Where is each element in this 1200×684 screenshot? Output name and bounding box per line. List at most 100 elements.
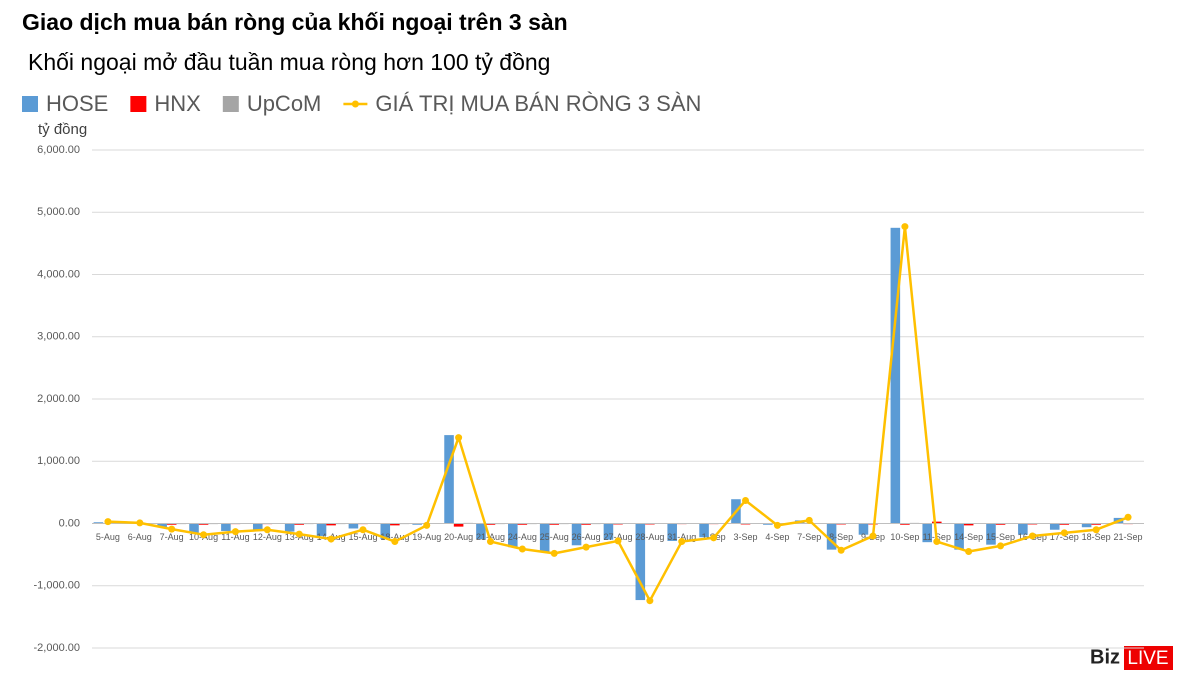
x-tick-label: 14-Sep [954,532,983,542]
line-marker [486,538,494,546]
line-marker [678,538,686,546]
x-tick-label: 7-Aug [160,532,184,542]
legend-label: HOSE [46,91,108,116]
chart-subtitle: Khối ngoại mở đầu tuần mua ròng hơn 100 … [28,49,550,75]
bar [699,523,709,538]
bar [348,523,359,529]
line-marker [1092,526,1100,534]
line-marker [742,496,750,504]
y-tick-label: 0.00 [59,517,80,529]
bar [763,523,773,525]
line [107,225,1129,602]
chart-title: Giao dịch mua bán ròng của khối ngoại tr… [22,9,568,35]
logo-box [1124,646,1173,670]
bar [412,523,422,525]
bar [1049,523,1060,530]
line-marker [391,538,399,546]
bar [157,523,167,528]
bar [517,523,528,525]
y-tick-label: 6,000.00 [37,144,80,156]
bar [252,523,263,530]
x-tick-label: 20-Aug [444,532,473,542]
line-marker [1028,532,1036,540]
y-tick-label: 4,000.00 [37,268,80,280]
x-tick-label: 21-Sep [1114,532,1143,542]
legend-swatch [351,100,359,108]
bar [189,523,199,533]
bar [1091,523,1101,525]
line-marker [104,518,112,526]
bar [380,523,391,540]
x-tick-label: 31-Aug [667,532,696,542]
line-marker [646,597,654,605]
x-tick-label: 24-Aug [508,532,537,542]
legend-swatch [22,96,38,112]
logo-right: LIVE [1127,648,1168,669]
bar [453,523,464,527]
line-marker [1060,529,1068,537]
bar [986,523,996,545]
legend-label: UpCoM [247,91,322,116]
bar [1018,523,1028,535]
x-tick-label: 15-Aug [348,532,377,542]
line-marker [997,542,1005,550]
bar [667,523,677,541]
x-tick-label: 18-Sep [1082,532,1111,542]
x-tick-label: 19-Aug [412,532,441,542]
line-marker [455,434,463,442]
bar [922,523,933,543]
bar [932,521,942,524]
x-tick-label: 11-Aug [221,532,249,542]
x-tick-label: 27-Aug [603,532,632,542]
bar [508,523,518,548]
x-tick-label: 21-Aug [476,532,505,542]
bar [858,523,869,535]
line-marker [295,530,303,538]
x-tick-label: 28-Aug [635,532,664,542]
bar [390,523,400,526]
x-tick-label: 3-Sep [733,532,757,542]
y-tick-label: 3,000.00 [37,331,80,343]
legend-swatch [222,96,239,112]
bar [93,522,104,524]
line-marker [231,528,239,536]
bar [444,435,454,524]
bar [571,523,582,546]
x-tick-label: 7-Sep [797,532,821,542]
bar [890,227,901,524]
logo: Biz LIVE [1090,646,1173,670]
y-tick-label: 1,000.00 [37,455,80,467]
bar [485,523,496,525]
line-marker [614,537,622,545]
line-marker [136,519,144,527]
bar [1059,523,1070,525]
line-marker [901,223,909,231]
x-tick-label: 4-Sep [765,532,789,542]
line-marker [168,525,176,533]
legend-label: GIÁ TRỊ MUA BÁN RÒNG 3 SÀN [375,91,701,116]
line-marker [200,531,208,539]
y-tick-label: -2,000.00 [34,642,80,654]
x-tick-label: 10-Sep [890,532,919,542]
bar [221,523,231,531]
legend-swatch [130,96,147,112]
logo-left: Biz [1090,646,1120,668]
bar [963,523,974,526]
line-marker [582,543,590,551]
bar [326,523,336,526]
line-marker [359,526,367,534]
x-tick-label: 17-Sep [1050,532,1079,542]
bar [316,523,327,536]
line-marker [1124,513,1132,521]
line-marker [518,545,526,553]
x-tick-label: 15-Sep [986,532,1015,542]
line-marker [550,549,558,557]
x-tick-label: 18-Aug [380,532,409,542]
x-tick-label: 12-Aug [253,532,282,542]
x-tick-label: 6-Aug [128,532,152,542]
bar [294,523,304,525]
bar [1081,523,1092,528]
y-tick-label: 5,000.00 [37,206,80,218]
line-marker [327,535,335,543]
